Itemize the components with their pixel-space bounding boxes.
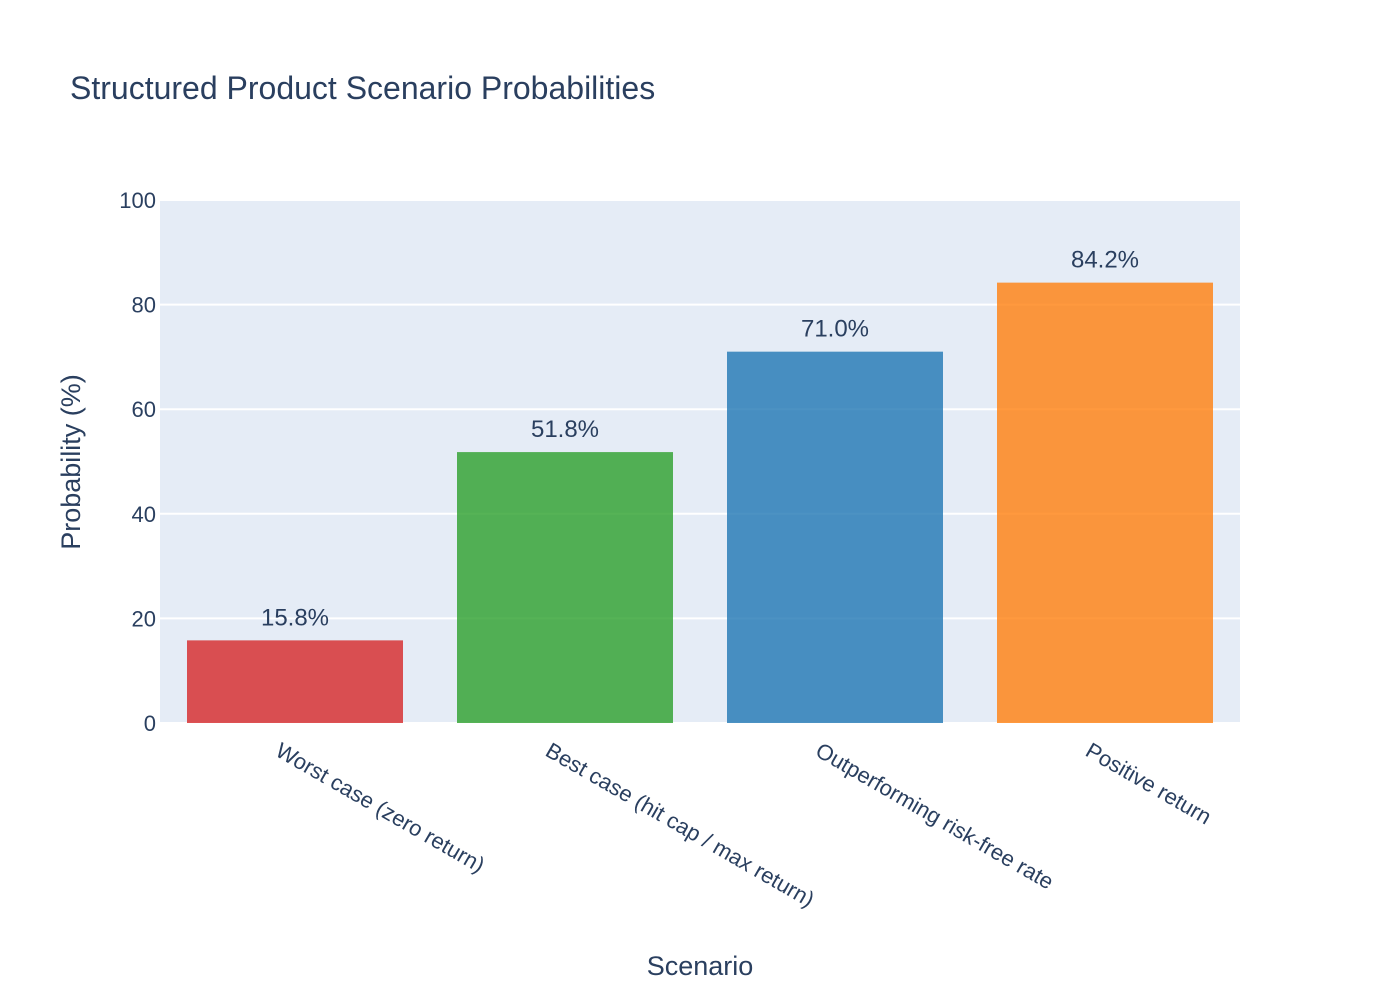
x-tick-label: Outperforming risk-free rate	[812, 738, 1059, 895]
bar	[727, 351, 943, 723]
y-tick-label: 100	[119, 188, 156, 213]
y-tick-label: 20	[132, 606, 156, 631]
bar	[187, 640, 403, 723]
x-axis-title: Scenario	[647, 951, 754, 981]
y-tick-label: 0	[144, 711, 156, 736]
bar	[997, 282, 1213, 723]
y-axis-title: Probability (%)	[56, 374, 86, 550]
x-tick-label: Positive return	[1082, 738, 1216, 830]
x-tick-label: Worst case (zero return)	[272, 738, 490, 878]
x-axis-tick-labels: Worst case (zero return) Best case (hit c…	[272, 738, 1216, 912]
bar-data-label: 71.0%	[801, 316, 869, 343]
bar	[457, 452, 673, 723]
data-labels: 15.8% 51.8% 71.0% 84.2%	[261, 247, 1139, 632]
y-axis-tick-labels: 0 20 40 60 80 100	[119, 188, 156, 736]
bars	[187, 282, 1213, 723]
x-tick-label: Best case (hit cap / max return)	[542, 738, 819, 912]
y-tick-label: 40	[132, 502, 156, 527]
y-tick-label: 80	[132, 293, 156, 318]
bar-data-label: 51.8%	[531, 416, 599, 443]
bar-data-label: 15.8%	[261, 604, 329, 631]
bar-data-label: 84.2%	[1071, 247, 1139, 274]
chart-title: Structured Product Scenario Probabilitie…	[70, 70, 655, 106]
y-tick-label: 60	[132, 397, 156, 422]
